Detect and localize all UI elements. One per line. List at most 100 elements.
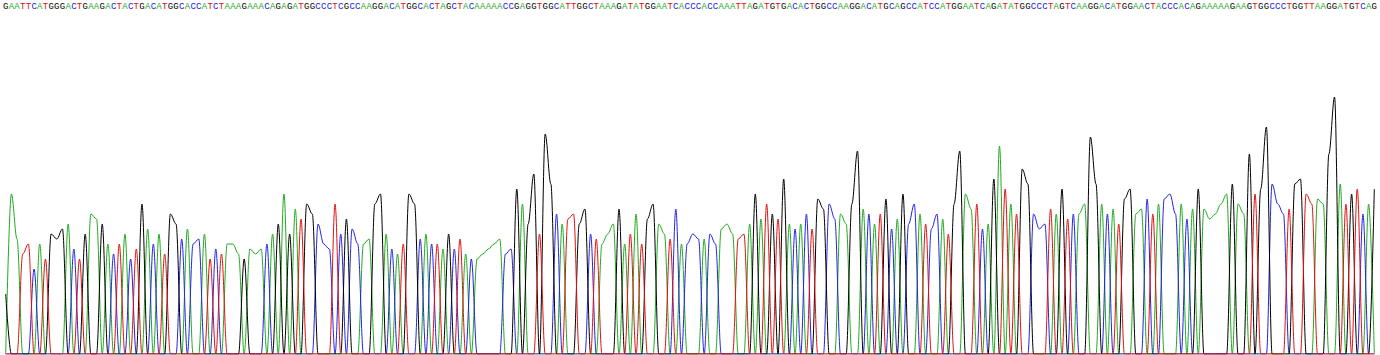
svg-text:G: G	[139, 2, 144, 12]
html-text:T T A A: T T A A	[1303, 1, 1326, 12]
svg-text:G: G	[242, 2, 247, 12]
svg-text:G: G	[525, 2, 530, 12]
html-text:A T A T: A T A T	[622, 1, 645, 12]
svg-text:G: G	[168, 2, 173, 12]
svg-text:G: G	[900, 2, 905, 12]
svg-text:G: G	[310, 2, 315, 12]
html-text:A C T: A C T	[65, 1, 83, 12]
svg-text:G: G	[1020, 2, 1025, 12]
html-text:C C C T C: C C C T C	[315, 1, 344, 12]
svg-text:G: G	[1292, 2, 1297, 12]
svg-text:T: T	[536, 1, 543, 12]
svg-text:A: A	[519, 1, 526, 12]
svg-text:G: G	[344, 2, 349, 12]
html-text:A A T C A C C C A C C A A A T: A A T C A C C C A C C A A A T T A	[656, 1, 753, 12]
svg-text:G: G	[514, 2, 519, 12]
svg-text:G: G	[582, 2, 587, 12]
html-text:T C A: T C A	[1354, 1, 1372, 12]
svg-text:G: G	[849, 2, 854, 12]
html-text:A T: A T	[1337, 1, 1349, 12]
html-text:C C A T C C A T: C C A T C C A T	[905, 1, 952, 12]
svg-text:G: G	[287, 2, 292, 12]
svg-text:G: G	[1372, 2, 1377, 12]
svg-text:G: G	[1258, 2, 1263, 12]
html-text:C A: C A	[888, 1, 900, 12]
html-text:A T: A T	[292, 1, 304, 12]
html-text:A C A C T: A C A C T	[786, 1, 815, 12]
svg-text:G: G	[1196, 2, 1201, 12]
html-text:A A T T C A T: A A T T C A T	[8, 1, 49, 12]
svg-text:G: G	[54, 2, 59, 12]
html-text:C A T T: C A T T	[553, 1, 577, 12]
svg-text:G: G	[446, 2, 451, 12]
svg-text:G: G	[82, 2, 87, 12]
html-text:A C A T: A C A T	[383, 1, 406, 12]
svg-text:G: G	[991, 2, 996, 12]
svg-text:G: G	[304, 2, 309, 12]
svg-text:G: G	[173, 2, 178, 12]
svg-text:G: G	[1093, 2, 1098, 12]
html-text:C A C C A T C T A A A: C A C C A T C T A A A	[179, 1, 242, 12]
svg-text:G: G	[645, 2, 650, 12]
html-text:A A A A A: A A A A A	[1201, 1, 1230, 12]
svg-text:G: G	[1349, 2, 1354, 12]
svg-text:G: G	[372, 2, 377, 12]
svg-text:G: G	[781, 2, 786, 12]
html-text:A A: A A	[88, 1, 100, 12]
svg-text:G: G	[48, 2, 53, 12]
svg-text:G: G	[276, 2, 281, 12]
svg-text:G: G	[1059, 2, 1064, 12]
svg-text:G: G	[815, 2, 820, 12]
svg-text:G: G	[531, 2, 536, 12]
html-text:A T: A T	[758, 1, 770, 12]
svg-text:G: G	[616, 2, 621, 12]
html-text:A C T A C T: A C T A C T	[105, 1, 139, 12]
svg-text:G: G	[100, 2, 105, 12]
svg-text:G: G	[60, 2, 65, 12]
html-text:A C A T: A C A T	[860, 1, 883, 12]
svg-text:G: G	[1326, 2, 1331, 12]
svg-text:G: G	[753, 2, 758, 12]
html-text:A A: A A	[1235, 1, 1247, 12]
html-text:C T A C A A A A A C C: C T A C A A A A A C C	[451, 1, 514, 12]
html-text:A A C T A C C C A C A: A A C T A C C C A C A	[1133, 1, 1196, 12]
svg-text:G: G	[1230, 2, 1235, 12]
svg-text:G: G	[770, 2, 775, 12]
html-text:T C A A: T C A A	[1064, 1, 1088, 12]
svg-text:G: G	[548, 2, 553, 12]
svg-text:G: G	[412, 2, 417, 12]
html-text:A C A T: A C A T	[145, 1, 168, 12]
svg-text:G: G	[957, 2, 962, 12]
svg-text:G: G	[1127, 2, 1132, 12]
svg-text:G: G	[378, 2, 383, 12]
html-text:C C A A: C C A A	[349, 1, 372, 12]
svg-text:G: G	[883, 2, 888, 12]
svg-text:G: G	[855, 2, 860, 12]
svg-text:G: G	[1298, 2, 1303, 12]
html-text:A A A C A: A A A C A	[247, 1, 276, 12]
svg-text:G: G	[542, 2, 547, 12]
svg-text:G: G	[1264, 2, 1269, 12]
svg-text:T: T	[775, 1, 781, 12]
svg-text:G: G	[3, 2, 8, 12]
svg-text:G: G	[1332, 2, 1337, 12]
svg-text:A: A	[281, 1, 287, 12]
svg-text:G: G	[650, 2, 655, 12]
svg-text:T: T	[1252, 1, 1258, 12]
html-text:A C A T: A C A T	[1099, 1, 1122, 12]
html-text:C A C T A: C A C T A	[417, 1, 446, 12]
svg-text:G: G	[1088, 2, 1093, 12]
html-text:A T A T: A T A T	[996, 1, 1020, 12]
html-text:C T A A A: C T A A A	[587, 1, 616, 12]
html-text:C C C T A: C C C T A	[1030, 1, 1059, 12]
svg-text:G: G	[821, 2, 826, 12]
svg-text:G: G	[1122, 2, 1127, 12]
svg-text:G: G	[1247, 2, 1252, 12]
svg-text:G: G	[951, 2, 956, 12]
html-text:A A T C A: A A T C A	[962, 1, 991, 12]
svg-text:G: G	[1025, 2, 1030, 12]
html-text:C C C T: C C C T	[1269, 1, 1292, 12]
html-text:C C A A: C C A A	[826, 1, 849, 12]
svg-text:G: G	[577, 2, 582, 12]
svg-text:G: G	[406, 2, 411, 12]
